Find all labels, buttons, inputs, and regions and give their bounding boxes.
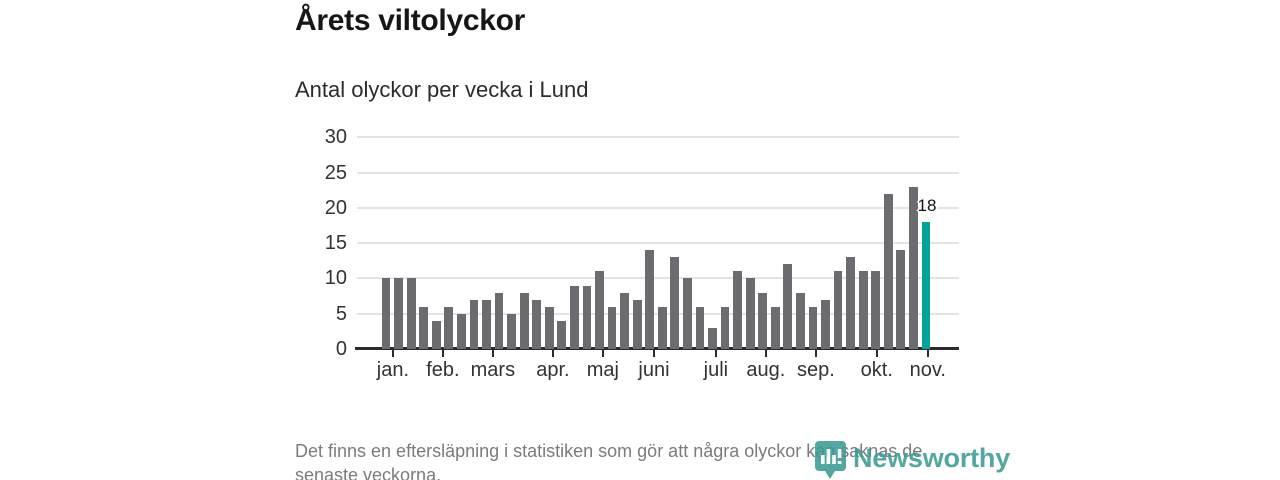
x-tick-sep xyxy=(814,350,817,357)
bar-week-11 xyxy=(507,313,516,349)
chart-title: Årets viltolyckor xyxy=(295,4,525,37)
x-tick-jan xyxy=(391,350,394,357)
bar-week-43 xyxy=(909,186,918,349)
x-tick-label-jan: jan. xyxy=(376,359,410,381)
x-tick-label-aug: aug. xyxy=(746,359,786,381)
bar-week-20 xyxy=(620,292,629,349)
bar-week-30 xyxy=(745,278,755,349)
x-tick-mars xyxy=(491,350,494,357)
bar-week-7 xyxy=(456,313,466,349)
gridline-30 xyxy=(357,136,959,139)
bar-week-8 xyxy=(469,299,479,349)
bar-week-24 xyxy=(670,257,680,349)
bar-week-14 xyxy=(544,306,554,349)
gridline-20 xyxy=(357,206,959,209)
bar-week-13 xyxy=(532,299,542,349)
bar-week-6 xyxy=(444,306,454,349)
x-tick-label-juli: juli xyxy=(703,359,729,381)
y-tick-label: 15 xyxy=(324,232,347,255)
bar-week-28 xyxy=(720,306,730,349)
bar-week-38 xyxy=(846,257,856,349)
bar-week-40 xyxy=(871,271,881,349)
bar-week-29 xyxy=(733,271,743,349)
x-tick-juli xyxy=(714,350,717,357)
bar-week-37 xyxy=(833,271,843,349)
newsworthy-wordmark: Newsworthy xyxy=(853,443,1011,473)
bar-week-41 xyxy=(883,193,893,349)
x-tick-aug xyxy=(764,350,767,357)
bar-week-10 xyxy=(494,292,504,349)
x-tick-feb xyxy=(441,350,444,357)
highlight-value-label: 18 xyxy=(917,196,937,216)
x-tick-label-feb: feb. xyxy=(426,359,460,381)
bar-chart-plot: 18 xyxy=(355,133,959,350)
bar-week-5 xyxy=(431,320,441,349)
bar-week-34 xyxy=(796,292,805,349)
bar-week-31 xyxy=(758,292,768,349)
y-tick-label: 0 xyxy=(335,338,347,360)
y-tick-label: 20 xyxy=(324,196,347,219)
bar-week-1 xyxy=(381,278,391,349)
y-tick-label: 10 xyxy=(324,267,347,290)
x-tick-nov xyxy=(926,350,929,357)
bar-week-9 xyxy=(482,299,491,349)
gridline-25 xyxy=(357,171,959,174)
bar-week-25 xyxy=(682,278,692,349)
bar-week-12 xyxy=(519,292,529,349)
bar-week-19 xyxy=(607,306,617,349)
bar-week-16 xyxy=(569,285,579,349)
bar-week-44-highlight xyxy=(921,222,931,349)
bar-week-23 xyxy=(657,306,667,349)
bar-week-15 xyxy=(557,320,567,349)
bar-week-21 xyxy=(632,299,642,349)
x-tick-maj xyxy=(601,350,604,357)
x-tick-label-juni: juni xyxy=(638,359,670,381)
bar-week-39 xyxy=(858,271,868,349)
bar-week-22 xyxy=(645,250,655,349)
bar-week-33 xyxy=(783,264,793,349)
chart-subtitle: Antal olyckor per vecka i Lund xyxy=(295,77,589,102)
bar-week-26 xyxy=(695,306,705,349)
x-tick-label-sep: sep. xyxy=(796,359,835,381)
y-tick-label: 25 xyxy=(324,161,347,184)
y-tick-label: 5 xyxy=(335,302,347,325)
bar-week-36 xyxy=(821,299,830,349)
x-tick-label-nov: nov. xyxy=(909,359,946,381)
bar-week-18 xyxy=(595,271,604,349)
bar-week-3 xyxy=(406,278,416,349)
x-tick-label-apr: apr. xyxy=(536,359,570,381)
x-tick-juni xyxy=(652,350,655,357)
bar-week-42 xyxy=(896,250,906,349)
bar-week-32 xyxy=(770,306,780,349)
newsworthy-logo-icon xyxy=(815,441,846,479)
bar-week-2 xyxy=(394,278,403,349)
x-tick-label-okt: okt. xyxy=(860,359,893,381)
bar-week-35 xyxy=(808,306,818,349)
x-tick-label-mars: mars xyxy=(470,359,516,381)
x-tick-apr xyxy=(551,350,554,357)
gridline-15 xyxy=(357,242,959,245)
bar-week-4 xyxy=(419,306,429,349)
x-tick-label-maj: maj xyxy=(586,359,619,381)
x-tick-okt xyxy=(875,350,878,357)
bar-week-27 xyxy=(708,327,717,349)
gridline-10 xyxy=(357,277,959,280)
newsworthy-logo: Newsworthy xyxy=(814,440,1010,480)
bar-week-17 xyxy=(582,285,592,349)
x-axis-baseline xyxy=(355,347,959,350)
footer-note: Det finns en eftersläpning i statistiken… xyxy=(295,441,923,480)
y-tick-label: 30 xyxy=(324,126,347,149)
